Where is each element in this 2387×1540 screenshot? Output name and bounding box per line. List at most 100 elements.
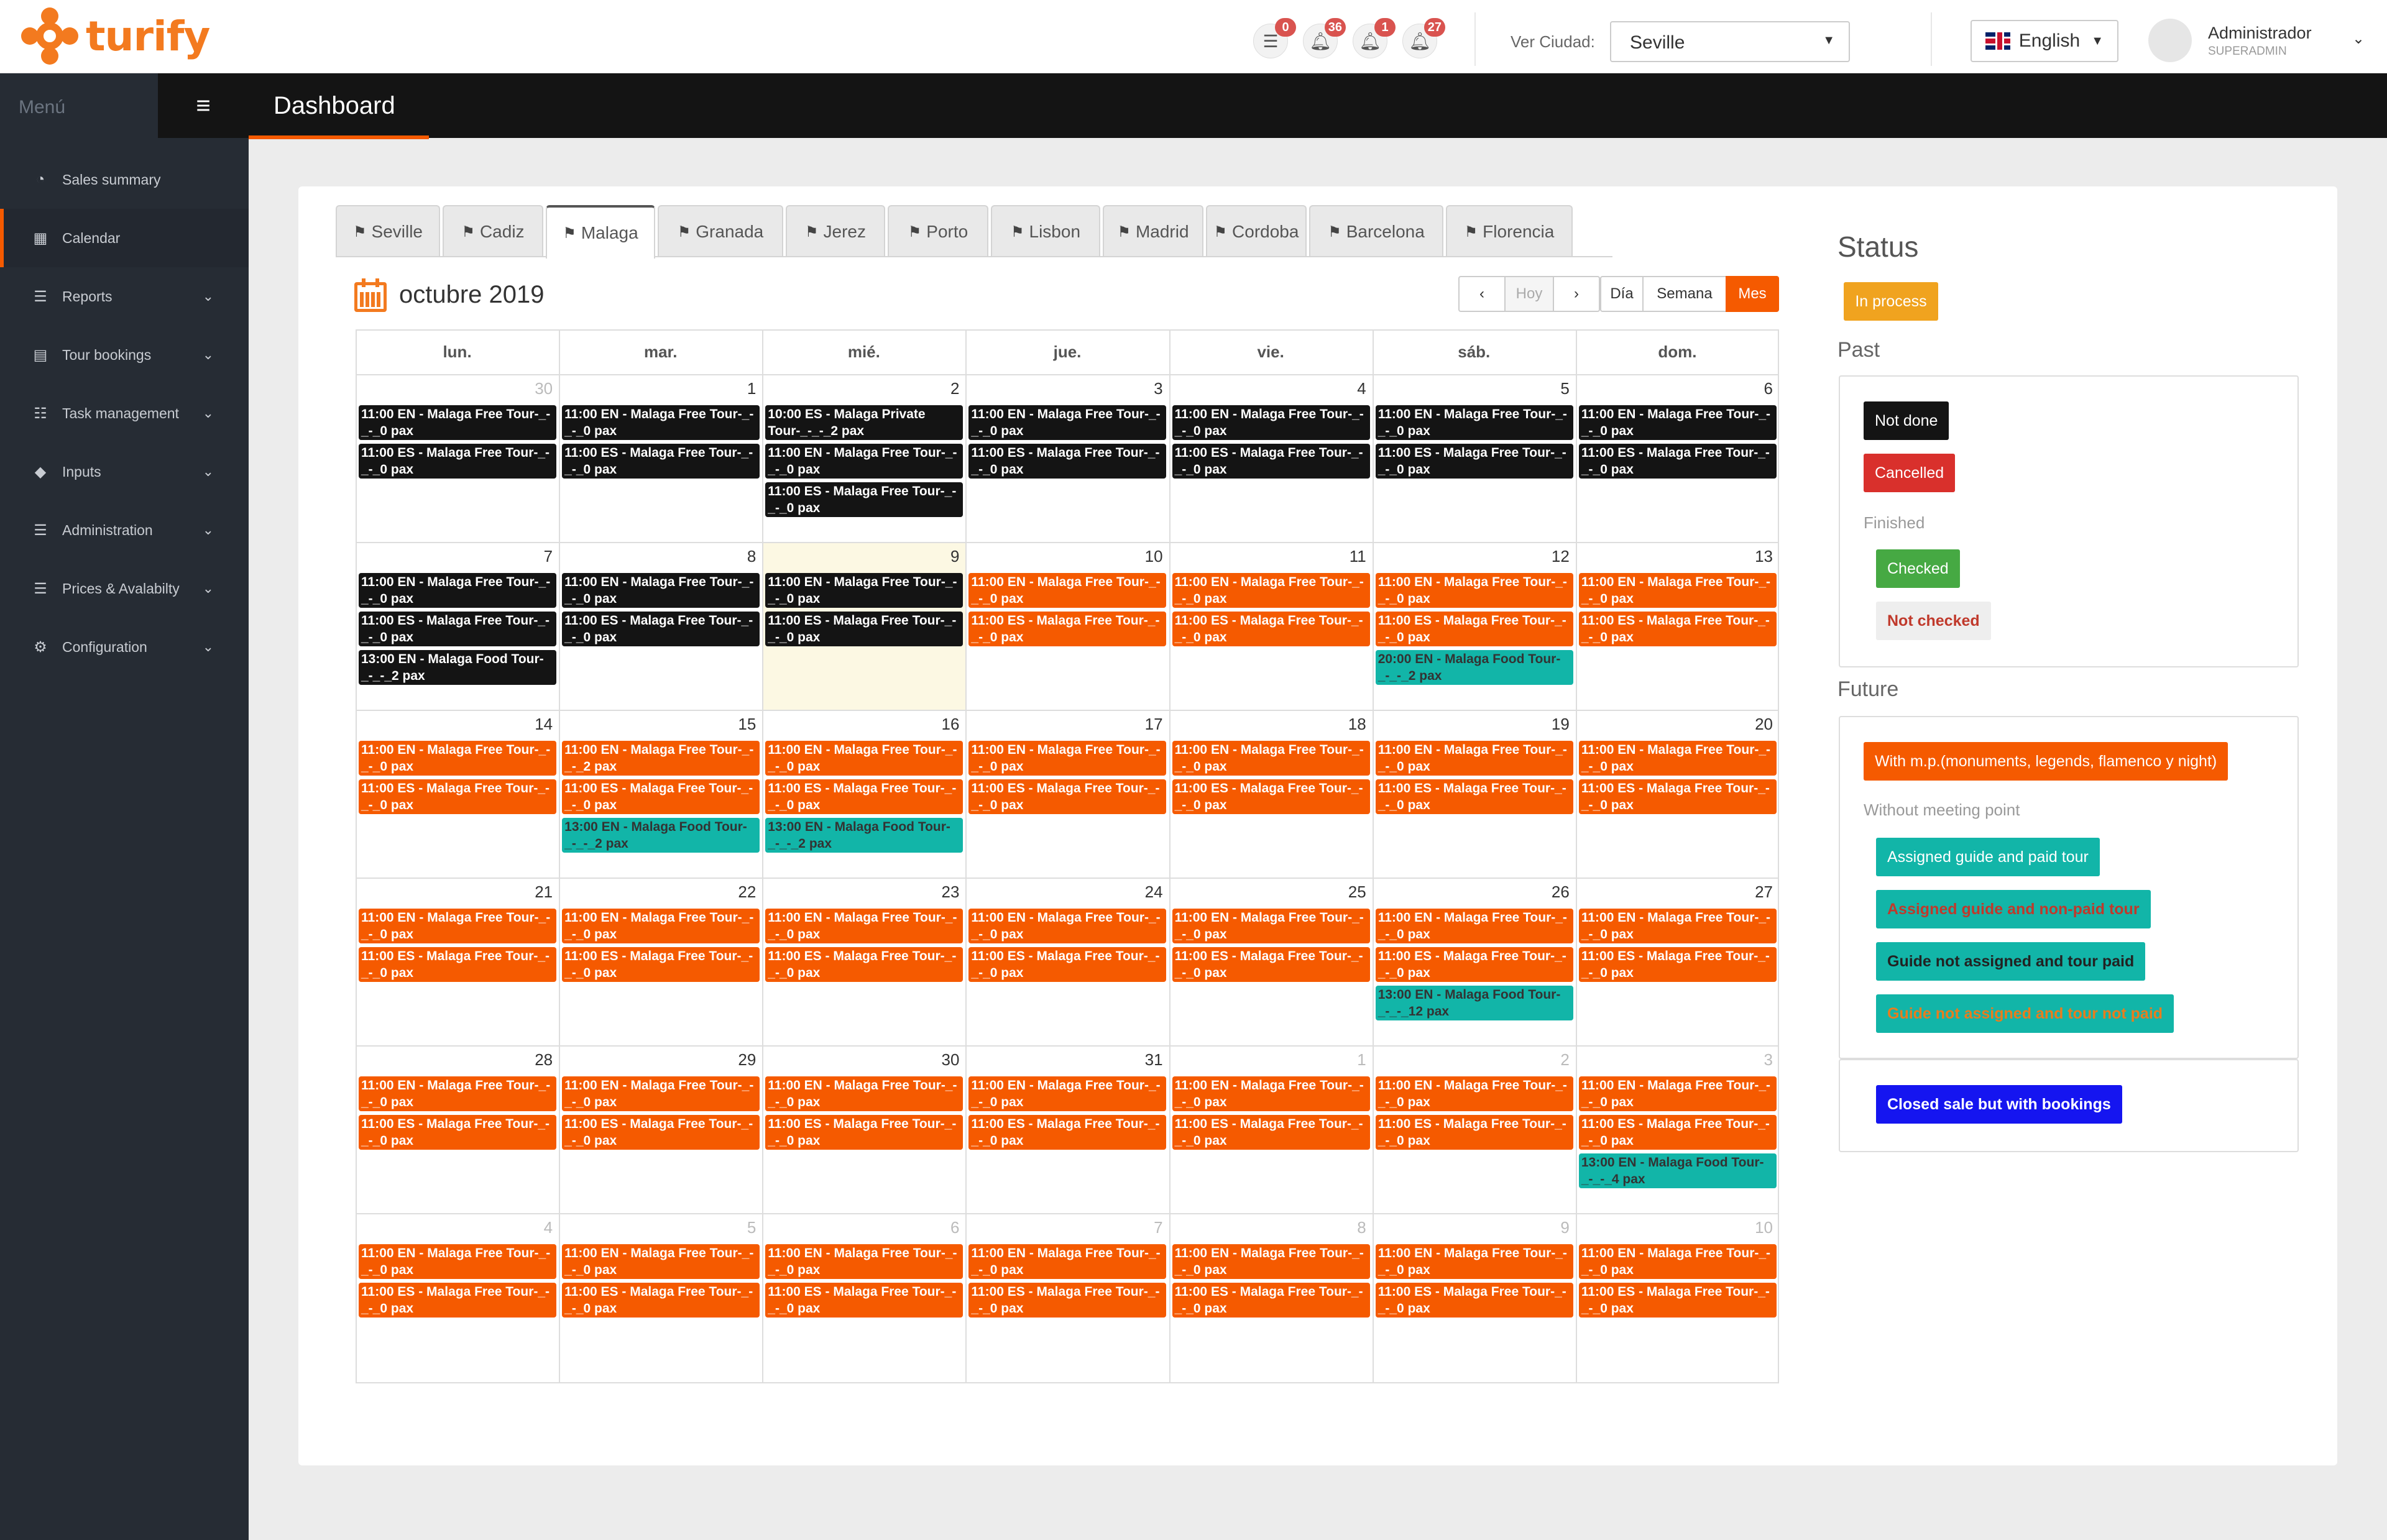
day-number[interactable]: 9 [950, 547, 960, 566]
calendar-event[interactable]: 11:00 ES - Malaga Free Tour-_-_-_0 pax [1375, 612, 1573, 646]
calendar-event[interactable]: 11:00 EN - Malaga Free Tour-_-_-_0 pax [1578, 1244, 1777, 1279]
day-number[interactable]: 12 [1551, 547, 1570, 566]
calendar-event[interactable]: 11:00 ES - Malaga Free Tour-_-_-_0 pax [562, 1283, 760, 1318]
calendar-event[interactable]: 11:00 EN - Malaga Free Tour-_-_-_0 pax [765, 573, 964, 608]
sidebar-item-inputs[interactable]: ◆ Inputs ⌄ [0, 442, 249, 501]
day-number[interactable]: 4 [1357, 379, 1366, 398]
calendar-event[interactable]: 11:00 ES - Malaga Free Tour-_-_-_0 pax [1375, 444, 1573, 479]
calendar-event[interactable]: 11:00 EN - Malaga Free Tour-_-_-_0 pax [1375, 405, 1573, 440]
tab-cordoba[interactable]: ⚑ Cordoba [1206, 205, 1307, 257]
day-number[interactable]: 20 [1755, 715, 1773, 733]
calendar-event[interactable]: 11:00 ES - Malaga Free Tour-_-_-_0 pax [1578, 612, 1777, 646]
menu-toggle-button[interactable]: ≡ [158, 73, 249, 138]
day-number[interactable]: 10 [1144, 547, 1163, 566]
calendar-event[interactable]: 11:00 EN - Malaga Free Tour-_-_-_0 pax [1375, 741, 1573, 776]
calendar-event[interactable]: 11:00 ES - Malaga Free Tour-_-_-_0 pax [765, 612, 964, 646]
calendar-event[interactable]: 11:00 ES - Malaga Free Tour-_-_-_0 pax [359, 947, 556, 982]
day-number[interactable]: 5 [747, 1218, 757, 1237]
day-view-button[interactable]: Día [1600, 276, 1644, 312]
calendar-event[interactable]: 11:00 EN - Malaga Free Tour-_-_-_0 pax [359, 573, 556, 608]
calendar-event[interactable]: 11:00 EN - Malaga Free Tour-_-_-_0 pax [968, 573, 1167, 608]
tab-madrid[interactable]: ⚑ Madrid [1103, 205, 1203, 257]
calendar-event[interactable]: 11:00 EN - Malaga Free Tour-_-_-_0 pax [562, 573, 760, 608]
calendar-event[interactable]: 11:00 EN - Malaga Free Tour-_-_-_2 pax [562, 741, 760, 776]
calendar-event[interactable]: 11:00 ES - Malaga Free Tour-_-_-_0 pax [1172, 947, 1370, 982]
day-number[interactable]: 7 [1154, 1218, 1163, 1237]
calendar-event[interactable]: 11:00 ES - Malaga Free Tour-_-_-_0 pax [1578, 1115, 1777, 1150]
calendar-event[interactable]: 11:00 ES - Malaga Free Tour-_-_-_0 pax [359, 1115, 556, 1150]
day-number[interactable]: 17 [1144, 715, 1163, 733]
calendar-event[interactable]: 11:00 EN - Malaga Free Tour-_-_-_0 pax [1172, 909, 1370, 943]
next-month-button[interactable]: › [1553, 276, 1600, 312]
day-number[interactable]: 31 [1144, 1050, 1163, 1069]
calendar-event[interactable]: 11:00 ES - Malaga Free Tour-_-_-_0 pax [1578, 779, 1777, 814]
calendar-event[interactable]: 11:00 ES - Malaga Free Tour-_-_-_0 pax [968, 1115, 1167, 1150]
calendar-event[interactable]: 11:00 ES - Malaga Free Tour-_-_-_0 pax [359, 612, 556, 646]
tab-jerez[interactable]: ⚑ Jerez [786, 205, 885, 257]
calendar-event[interactable]: 11:00 ES - Malaga Free Tour-_-_-_0 pax [1578, 947, 1777, 982]
day-number[interactable]: 26 [1551, 882, 1570, 901]
tab-malaga[interactable]: ⚑ Malaga [546, 205, 655, 259]
day-number[interactable]: 4 [543, 1218, 553, 1237]
tab-cadiz[interactable]: ⚑ Cadiz [443, 205, 543, 257]
day-number[interactable]: 15 [738, 715, 757, 733]
day-number[interactable]: 14 [535, 715, 553, 733]
language-select[interactable]: English ▼ [1971, 20, 2118, 62]
calendar-event[interactable]: 11:00 EN - Malaga Free Tour-_-_-_0 pax [1172, 405, 1370, 440]
calendar-event[interactable]: 11:00 ES - Malaga Free Tour-_-_-_0 pax [359, 444, 556, 479]
turify-logo[interactable]: turify [19, 5, 210, 67]
calendar-event[interactable]: 11:00 ES - Malaga Free Tour-_-_-_0 pax [1172, 612, 1370, 646]
calendar-event[interactable]: 11:00 ES - Malaga Free Tour-_-_-_0 pax [359, 1283, 556, 1318]
day-number[interactable]: 6 [950, 1218, 960, 1237]
tab-porto[interactable]: ⚑ Porto [888, 205, 988, 257]
day-number[interactable]: 30 [535, 379, 553, 398]
alerts-notification-button[interactable]: 🔔︎ 36 [1303, 18, 1346, 58]
user-name[interactable]: Administrador [2208, 24, 2312, 42]
calendar-event[interactable]: 11:00 ES - Malaga Free Tour-_-_-_0 pax [562, 1115, 760, 1150]
month-view-button[interactable]: Mes [1726, 276, 1779, 312]
calendar-event[interactable]: 11:00 EN - Malaga Free Tour-_-_-_0 pax [562, 405, 760, 440]
calendar-event[interactable]: 11:00 ES - Malaga Free Tour-_-_-_0 pax [1375, 947, 1573, 982]
prev-month-button[interactable]: ‹ [1458, 276, 1506, 312]
day-number[interactable]: 8 [747, 547, 757, 566]
calendar-event[interactable]: 11:00 EN - Malaga Free Tour-_-_-_0 pax [765, 1244, 964, 1279]
calendar-event[interactable]: 11:00 EN - Malaga Free Tour-_-_-_0 pax [1375, 573, 1573, 608]
calendar-event[interactable]: 11:00 ES - Malaga Free Tour-_-_-_0 pax [968, 612, 1167, 646]
day-number[interactable]: 5 [1560, 379, 1570, 398]
calendar-event[interactable]: 11:00 EN - Malaga Free Tour-_-_-_0 pax [1375, 909, 1573, 943]
sidebar-item-prices-avalabilty[interactable]: ☰ Prices & Avalabilty ⌄ [0, 559, 249, 618]
calendar-event[interactable]: 11:00 EN - Malaga Free Tour-_-_-_0 pax [968, 909, 1167, 943]
calendar-event[interactable]: 11:00 EN - Malaga Free Tour-_-_-_0 pax [562, 1244, 760, 1279]
calendar-event[interactable]: 11:00 EN - Malaga Free Tour-_-_-_0 pax [765, 1076, 964, 1111]
calendar-event[interactable]: 11:00 ES - Malaga Free Tour-_-_-_0 pax [562, 947, 760, 982]
calendar-event[interactable]: 11:00 EN - Malaga Free Tour-_-_-_0 pax [1172, 741, 1370, 776]
day-number[interactable]: 29 [738, 1050, 757, 1069]
day-number[interactable]: 1 [1357, 1050, 1366, 1069]
calendar-event[interactable]: 11:00 ES - Malaga Free Tour-_-_-_0 pax [1578, 1283, 1777, 1318]
calendar-event[interactable]: 11:00 ES - Malaga Free Tour-_-_-_0 pax [765, 482, 964, 517]
day-number[interactable]: 11 [1349, 547, 1366, 566]
calendar-event[interactable]: 11:00 EN - Malaga Free Tour-_-_-_0 pax [1578, 573, 1777, 608]
calendar-event[interactable]: 13:00 EN - Malaga Food Tour-_-_-_2 pax [562, 818, 760, 853]
tab-lisbon[interactable]: ⚑ Lisbon [991, 205, 1100, 257]
calendar-event[interactable]: 13:00 EN - Malaga Food Tour-_-_-_4 pax [1578, 1153, 1777, 1188]
calendar-event[interactable]: 11:00 ES - Malaga Free Tour-_-_-_0 pax [1172, 1283, 1370, 1318]
calendar-event[interactable]: 11:00 EN - Malaga Free Tour-_-_-_0 pax [968, 741, 1167, 776]
calendar-event[interactable]: 11:00 ES - Malaga Free Tour-_-_-_0 pax [968, 444, 1167, 479]
calendar-event[interactable]: 10:00 ES - Malaga Private Tour-_-_-_2 pa… [765, 405, 964, 440]
day-number[interactable]: 13 [1755, 547, 1773, 566]
calendar-event[interactable]: 11:00 EN - Malaga Free Tour-_-_-_0 pax [1172, 573, 1370, 608]
sidebar-item-calendar[interactable]: ▦ Calendar [0, 209, 249, 267]
day-number[interactable]: 3 [1764, 1050, 1773, 1069]
calendar-event[interactable]: 11:00 ES - Malaga Free Tour-_-_-_0 pax [968, 947, 1167, 982]
calendar-event[interactable]: 11:00 EN - Malaga Free Tour-_-_-_0 pax [968, 405, 1167, 440]
calendar-event[interactable]: 11:00 EN - Malaga Free Tour-_-_-_0 pax [1578, 909, 1777, 943]
day-number[interactable]: 21 [535, 882, 553, 901]
day-number[interactable]: 27 [1755, 882, 1773, 901]
calendar-event[interactable]: 11:00 EN - Malaga Free Tour-_-_-_0 pax [765, 741, 964, 776]
calendar-event[interactable]: 11:00 EN - Malaga Free Tour-_-_-_0 pax [359, 741, 556, 776]
calendar-event[interactable]: 11:00 EN - Malaga Free Tour-_-_-_0 pax [1578, 1076, 1777, 1111]
sidebar-item-configuration[interactable]: ⚙ Configuration ⌄ [0, 618, 249, 676]
calendar-event[interactable]: 11:00 ES - Malaga Free Tour-_-_-_0 pax [1375, 1283, 1573, 1318]
alerts-notification-button[interactable]: 🔔︎ 1 [1353, 18, 1396, 58]
